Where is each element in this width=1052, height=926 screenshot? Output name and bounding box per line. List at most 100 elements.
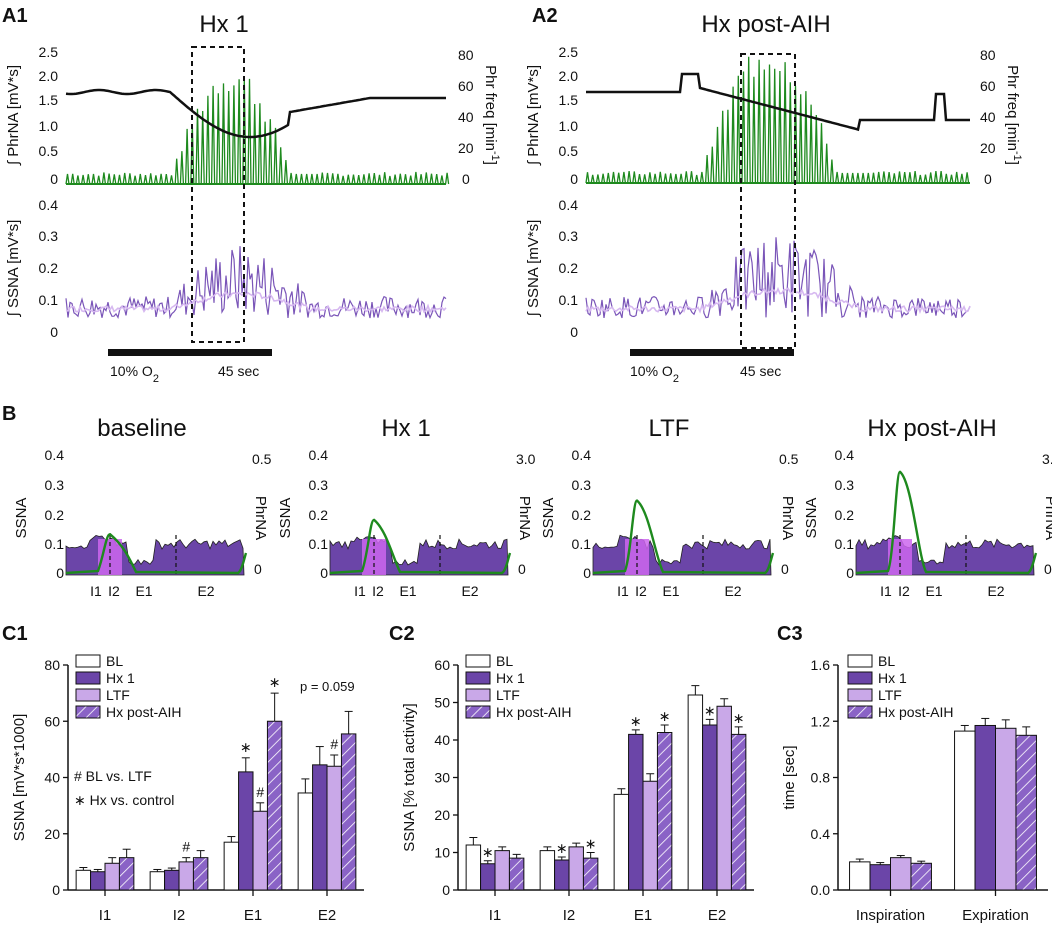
- chart-legend-label: Hx post-AIH: [878, 704, 953, 720]
- panel-b-subpanel-title: baseline: [97, 415, 186, 442]
- a2-ssna-tick: 0.2: [559, 260, 579, 276]
- chart-bar: [716, 705, 732, 891]
- chart-significance-mark: ∗: [556, 840, 568, 856]
- panel-b-phase-label: E2: [724, 583, 741, 599]
- chart-legend-swatch: [465, 705, 491, 719]
- a1-stimulus-text: 10% O: [110, 363, 153, 379]
- panel-b-phase-label: I2: [898, 583, 910, 599]
- chart-significance-mark: ∗: [630, 713, 642, 729]
- a1-phrna-tick: 2.5: [39, 44, 59, 60]
- a2-freq-tick: 40: [980, 109, 996, 125]
- panel-b-phrna-axis-label: PhrNA: [779, 496, 796, 540]
- chart-y-tick-label: 0.0: [811, 882, 831, 898]
- a1-freq-ticks: 80 60 40 20 0: [458, 47, 474, 187]
- chart-bar: [890, 857, 912, 891]
- panel-a1-label: A1: [2, 5, 28, 27]
- panel-b-phase-label: I1: [90, 583, 102, 599]
- panel-b-phase-label: E1: [135, 583, 152, 599]
- panel-b-ssna-tick: 0.2: [572, 507, 592, 523]
- chart-legend-label: BL: [496, 653, 513, 669]
- a1-freq-tick: 40: [458, 109, 474, 125]
- chart-y-tick-label: 60: [434, 657, 450, 673]
- a1-analysis-window: [191, 46, 245, 343]
- chart-legend-label: Hx post-AIH: [496, 704, 571, 720]
- a1-phrna-tick: 1.5: [39, 92, 59, 108]
- chart-bar: [995, 727, 1017, 891]
- chart-bar: [238, 771, 254, 891]
- chart-y-tick-label: 20: [44, 826, 60, 842]
- chart-x-tick-label: I2: [563, 907, 576, 924]
- chart-bar: [869, 864, 892, 891]
- a2-phrna-bursts: [585, 56, 970, 184]
- a1-freq-tick: 60: [458, 78, 474, 94]
- a2-freq-tick: 20: [980, 140, 996, 156]
- panel-a2: A2 Hx post-AIH ∫ PhrNA [mV*s] 2.5 2.0 1.…: [525, 5, 1023, 385]
- chart-bar: [1015, 734, 1037, 891]
- chart-significance-mark: ∗: [240, 739, 252, 755]
- panel-b-ssna-tick: 0.1: [835, 536, 855, 552]
- panel-b-phase-label: I1: [880, 583, 892, 599]
- panel-b-subpanel-title: LTF: [649, 415, 690, 442]
- chart-bar: [266, 720, 283, 891]
- chart-y-tick-label: 80: [44, 657, 60, 673]
- a2-phrna-tick: 0: [570, 171, 578, 187]
- panel-b-ssna-axis-label: SSNA: [277, 498, 294, 539]
- panel-b-ssna-tick: 0.2: [45, 507, 65, 523]
- chart-bar: [849, 861, 871, 891]
- chart-c2: C2 0 10 20 30 40 50 60 SSNA [% total activity] I1…: [389, 623, 754, 924]
- a1-phrna-axis-label: ∫ PhrNA [mV*s]: [5, 65, 22, 166]
- a1-stimulus-sub: 2: [153, 373, 159, 385]
- a1-freq-label-sup: -1: [489, 151, 501, 161]
- a2-phr-freq-trace: [586, 72, 970, 132]
- panel-b-phrna-curve: [65, 532, 248, 575]
- chart-significance-mark: ∗: [704, 702, 716, 718]
- panel-b-ssna-area: [855, 535, 1035, 576]
- panel-b-phrna-tick: 0: [781, 561, 789, 577]
- a2-phrna-tick: 1.5: [559, 92, 579, 108]
- a2-stimulus-text: 10% O: [630, 363, 673, 379]
- chart-x-tick-label: I2: [173, 907, 186, 924]
- chart-significance-mark: ∗: [659, 708, 671, 724]
- a1-stimulus-label: 10% O2: [110, 363, 159, 385]
- a2-freq-tick: 60: [980, 78, 996, 94]
- chart-bar: [568, 846, 584, 891]
- chart-legend-swatch: [465, 688, 491, 702]
- chart-y-tick-label: 0: [442, 882, 450, 898]
- a2-stimulus-label: 10% O2: [630, 363, 679, 385]
- chart-bar: [192, 857, 209, 891]
- chart-bar: [642, 780, 658, 891]
- a2-phrna-tick: 2.0: [559, 68, 579, 84]
- chart-bar: [104, 862, 120, 891]
- a2-phrna-trace: [585, 56, 970, 184]
- panel-b-ssna-tick: 0: [583, 565, 591, 581]
- chart-bar: [656, 732, 673, 891]
- panel-b-phase-label: I1: [617, 583, 629, 599]
- a1-freq-axis-label: Phr freq [min-1]: [482, 65, 501, 165]
- a2-ssna-tick: 0.3: [559, 228, 579, 244]
- chart-star-note: ∗ Hx vs. control: [74, 792, 174, 808]
- panel-b-phase-label: E1: [662, 583, 679, 599]
- chart-y-tick-label: 0.4: [811, 826, 831, 842]
- a2-phrna-ticks: 2.5 2.0 1.5 1.0 0.5 0: [559, 44, 579, 187]
- chart-bar: [494, 850, 510, 891]
- chart-bar: [326, 765, 342, 891]
- panel-b-phase-label: I1: [354, 583, 366, 599]
- chart-panel-label: C1: [2, 623, 28, 645]
- chart-y-tick-label: 10: [434, 845, 450, 861]
- panel-b-phase-label: E2: [461, 583, 478, 599]
- chart-significance-mark: ∗: [585, 836, 597, 852]
- chart-bar: [702, 724, 718, 891]
- a1-freq-label-close: ]: [482, 161, 499, 165]
- a1-phrna-tick: 0.5: [39, 143, 59, 159]
- chart-bar: [628, 733, 644, 891]
- panel-b-subpanel: baseline SSNA 0.4 0.3 0.2 0.1 0 0.5 0 PhrNA I1 I2 E1…: [13, 415, 272, 599]
- chart-c3: C3 0.0 0.4 0.8 1.2 1.6 time [sec] Inspiration Ex…: [777, 623, 1048, 924]
- a2-stimulus-bar: [630, 349, 794, 356]
- chart-bar: [480, 863, 496, 891]
- panel-b-ssna-tick: 0.2: [835, 507, 855, 523]
- panel-b-ssna-tick: 0.1: [309, 536, 329, 552]
- a2-phrna-tick: 1.0: [559, 118, 579, 134]
- chart-hash-note: # BL vs. LTF: [74, 768, 152, 784]
- a1-ssna-tick: 0.3: [39, 228, 59, 244]
